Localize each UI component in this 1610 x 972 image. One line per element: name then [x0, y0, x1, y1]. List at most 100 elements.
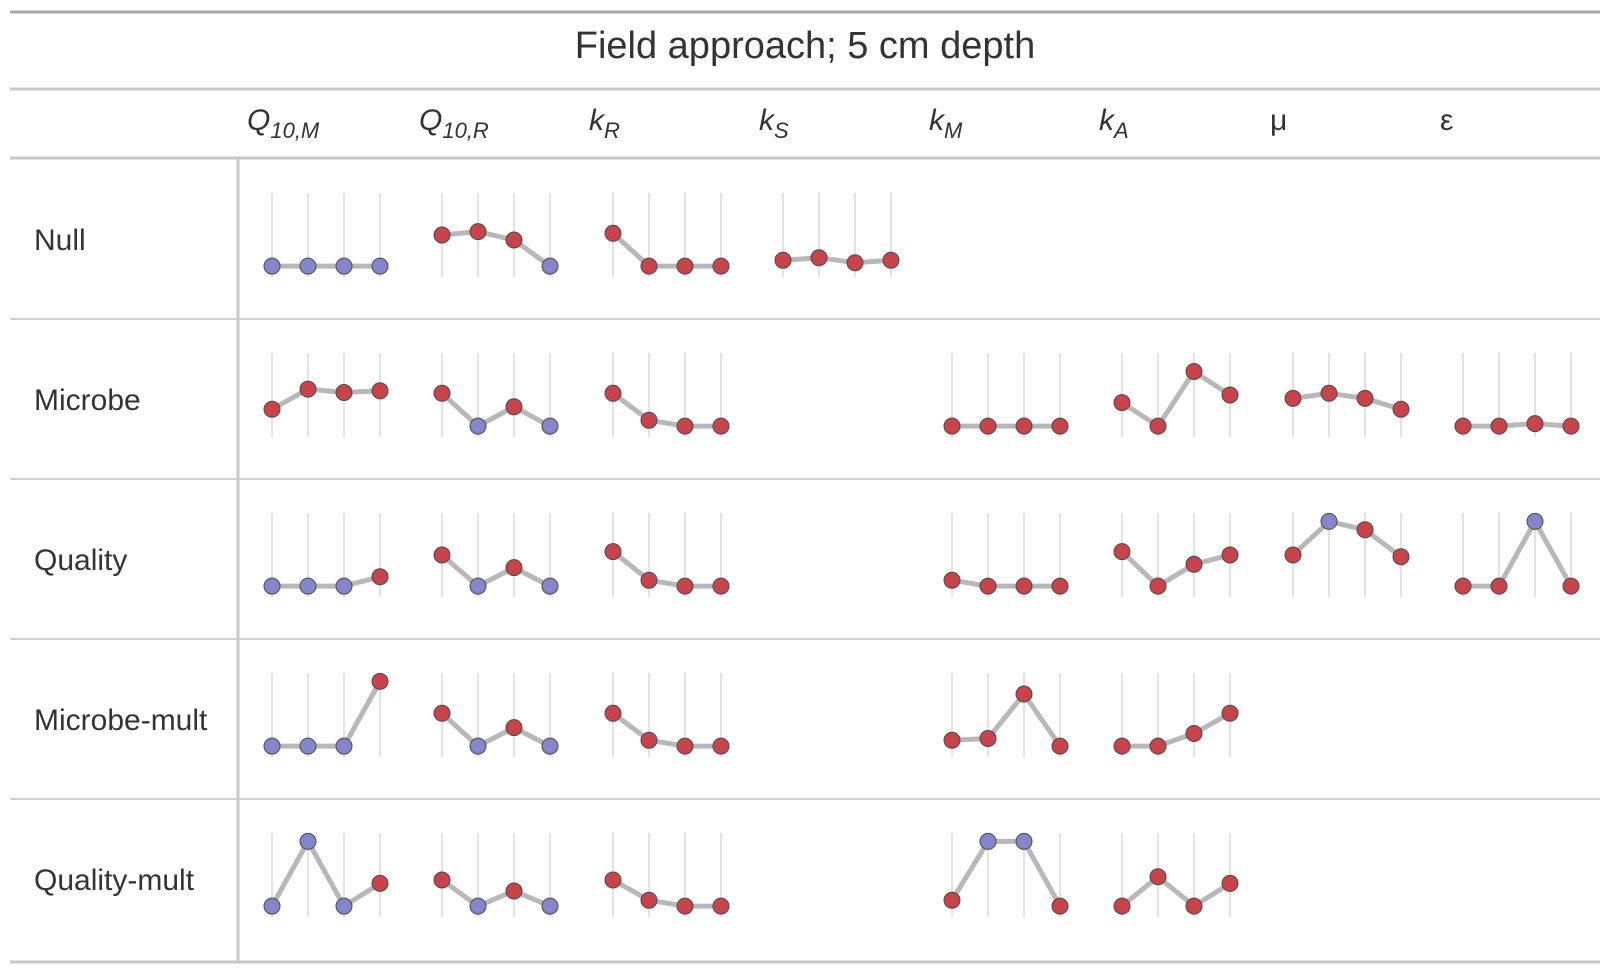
- sparkline-cell: [433, 353, 559, 437]
- sparkline-cell: [433, 833, 559, 917]
- sparkline-point: [1284, 546, 1302, 564]
- sparkline-cell: [1113, 673, 1239, 757]
- sparkline-point: [712, 897, 730, 915]
- sparkline-point: [263, 737, 281, 755]
- sparkline-point: [1149, 868, 1167, 886]
- sparkline-point: [505, 231, 523, 249]
- sparkline-point: [371, 568, 389, 586]
- sparkline-point: [1454, 417, 1472, 435]
- sparkline-line: [949, 691, 1063, 749]
- sparkline-cell: [433, 513, 559, 597]
- sparkline-line: [439, 877, 553, 909]
- sparkline-point: [943, 417, 961, 435]
- sparkline-point: [1113, 394, 1131, 412]
- sparkline-line: [610, 230, 724, 269]
- sparkline-line: [949, 577, 1063, 589]
- sparkline-point: [469, 897, 487, 915]
- sparkline-point: [505, 719, 523, 737]
- sparkline-point: [640, 411, 658, 429]
- sparkline-point: [604, 543, 622, 561]
- sparkline-point: [299, 737, 317, 755]
- sparkline-point: [433, 871, 451, 889]
- sparkline-cell: [943, 353, 1069, 437]
- sparkline-cell: [433, 673, 559, 757]
- sparkline-point: [335, 257, 353, 275]
- sparkline-line: [269, 574, 383, 589]
- sparkline-point: [1051, 897, 1069, 915]
- sparkline-point: [505, 398, 523, 416]
- sparkline-cell: [943, 832, 1069, 917]
- sparkline-point: [774, 251, 792, 269]
- sparkline-point: [1015, 685, 1033, 703]
- sparkline-point: [1284, 389, 1302, 407]
- sparkline-cell: [263, 672, 389, 757]
- sparkline-line: [439, 229, 553, 269]
- sparkline-line: [1119, 369, 1233, 429]
- row-header-microbe-mult: Microbe-mult: [34, 704, 208, 737]
- sparkline-point: [1320, 512, 1338, 530]
- sparkline-point: [943, 571, 961, 589]
- sparkline-point: [1392, 548, 1410, 566]
- sparkline-point: [1149, 577, 1167, 595]
- sparkline-line: [1460, 421, 1574, 429]
- sparkline-point: [541, 257, 559, 275]
- sparkline-point: [263, 577, 281, 595]
- sparkline-point: [469, 577, 487, 595]
- sparkline-point: [541, 897, 559, 915]
- column-header-mu: μ: [1270, 104, 1287, 137]
- row-header-null: Null: [34, 224, 86, 257]
- sparkline-line: [1460, 518, 1574, 589]
- sparkline-cell: [263, 353, 389, 437]
- sparkline-point: [676, 417, 694, 435]
- sparkline-point: [1490, 577, 1508, 595]
- chart-title: Field approach; 5 cm depth: [575, 25, 1036, 67]
- sparkline-point: [505, 882, 523, 900]
- sparkline-point: [676, 577, 694, 595]
- sparkline-line: [1119, 710, 1233, 749]
- sparkline-point: [541, 417, 559, 435]
- column-header-kr: kR: [589, 104, 620, 143]
- sparkline-point: [943, 891, 961, 909]
- sparkline-cell: [943, 513, 1069, 597]
- sparkline-point: [1221, 874, 1239, 892]
- sparkline-point: [604, 224, 622, 242]
- sparkline-line: [610, 390, 724, 429]
- row-headers: Null Microbe Quality Microbe-mult Qualit…: [34, 224, 208, 897]
- sparkline-line: [439, 710, 553, 749]
- sparkline-line: [269, 678, 383, 749]
- sparkline-point: [712, 257, 730, 275]
- column-headers: Q10,M Q10,R kR kS kM kA μ ε: [247, 104, 1453, 143]
- sparkline-point: [979, 832, 997, 850]
- sparkline-cell: [604, 353, 730, 437]
- sparkline-point: [1454, 577, 1472, 595]
- sparkline-cell: [263, 193, 389, 277]
- sparkline-point: [1562, 417, 1580, 435]
- sparkline-point: [263, 897, 281, 915]
- sparkline-point: [676, 737, 694, 755]
- sparkline-point: [1356, 389, 1374, 407]
- sparkline-point: [1526, 415, 1544, 433]
- sparkline-line: [269, 386, 383, 412]
- sparkline-point: [979, 730, 997, 747]
- sparkline-point: [299, 832, 317, 850]
- sparkline-point: [335, 897, 353, 915]
- sparkline-point: [371, 672, 389, 690]
- column-header-ks: kS: [759, 104, 789, 143]
- row-header-microbe: Microbe: [34, 384, 141, 417]
- sparkline-point: [1490, 417, 1508, 435]
- sparkline-point: [1185, 725, 1203, 742]
- sparkline-cell: [433, 193, 559, 277]
- sparkline-line: [269, 838, 383, 909]
- sparkline-point: [604, 384, 622, 402]
- sparkline-point: [263, 257, 281, 275]
- sparkline-point: [943, 731, 961, 749]
- sparkline-point: [371, 874, 389, 892]
- row-separators: [10, 318, 1600, 800]
- sparkline-line: [780, 255, 894, 266]
- sparkline-point: [979, 577, 997, 595]
- sparkline-point: [541, 577, 559, 595]
- sparkline-point: [469, 223, 487, 241]
- sparkline-point: [1113, 737, 1131, 755]
- sparkline-point: [1185, 555, 1203, 573]
- sparkline-point: [810, 249, 828, 267]
